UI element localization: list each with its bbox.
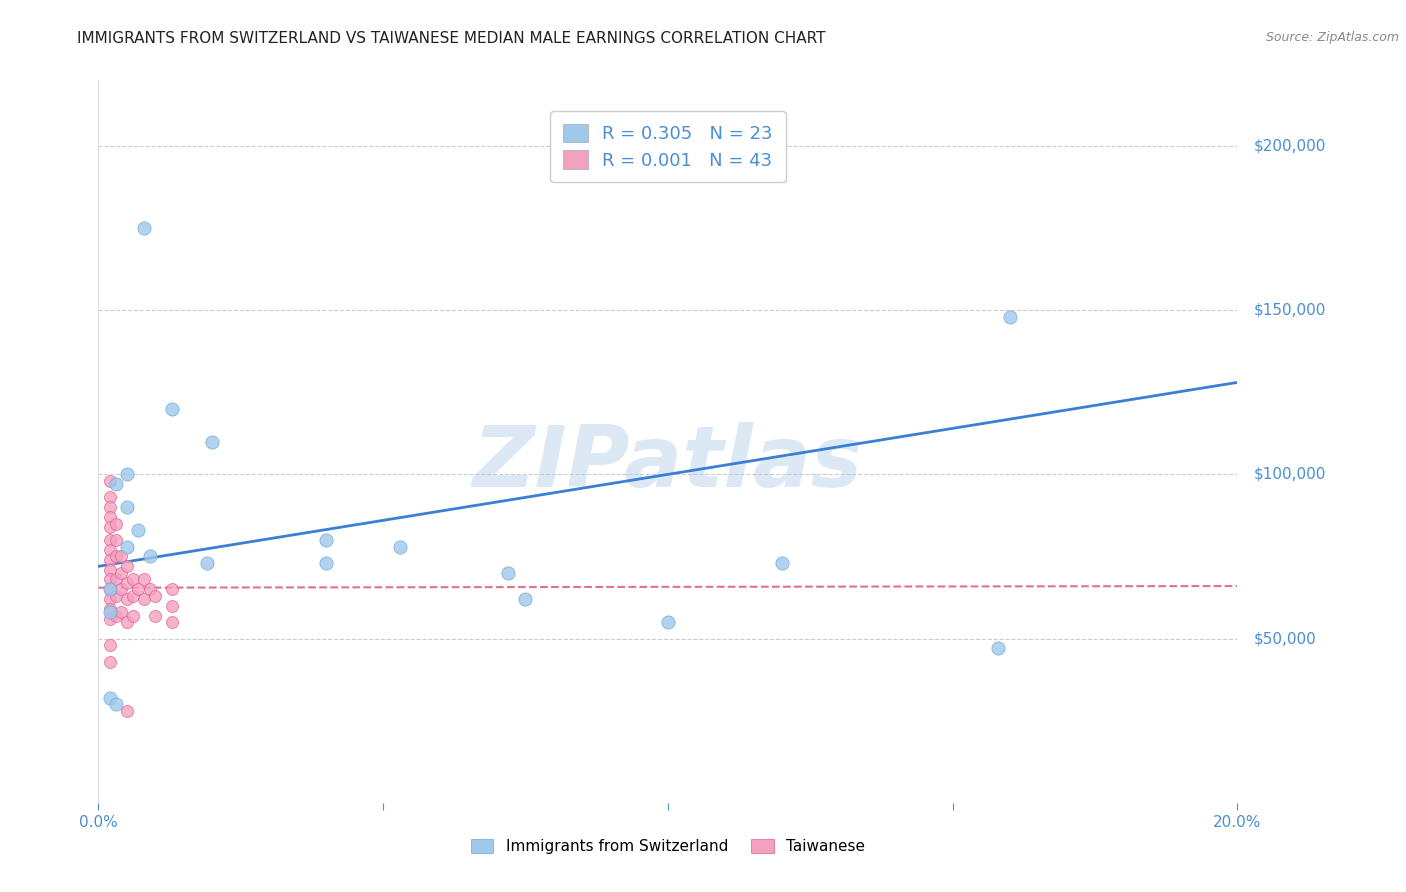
Point [115,704,138,718]
Point [121,573,143,587]
Point [315,556,337,570]
Point [127,582,149,597]
Point [121,608,143,623]
Point [98,582,121,597]
Point [98,491,121,505]
Point [121,589,143,603]
Point [104,549,127,564]
Point [98,474,121,488]
Point [162,582,184,597]
Point [138,549,160,564]
Text: Source: ZipAtlas.com: Source: ZipAtlas.com [1265,31,1399,45]
Point [138,582,160,597]
Point [98,573,121,587]
Point [145,608,167,623]
Text: $150,000: $150,000 [1254,302,1326,318]
Point [98,553,121,567]
Point [162,615,184,630]
Point [127,523,149,537]
Point [162,401,184,416]
Point [98,602,121,616]
Point [115,615,138,630]
Point [104,573,127,587]
Point [104,698,127,712]
Point [104,608,127,623]
Point [98,520,121,534]
Point [115,575,138,590]
Point [195,556,218,570]
Text: $50,000: $50,000 [1254,632,1316,646]
Point [104,589,127,603]
Text: ZIPatlas: ZIPatlas [472,422,863,505]
Point [162,599,184,613]
Point [110,549,132,564]
Point [98,563,121,577]
Point [132,573,155,587]
Point [515,592,537,607]
Point [98,638,121,652]
Point [132,592,155,607]
Point [315,533,337,547]
Point [110,566,132,580]
Text: IMMIGRANTS FROM SWITZERLAND VS TAIWANESE MEDIAN MALE EARNINGS CORRELATION CHART: IMMIGRANTS FROM SWITZERLAND VS TAIWANESE… [77,31,825,46]
Point [110,582,132,597]
Point [145,589,167,603]
Point [115,592,138,607]
Point [770,556,793,570]
Text: $100,000: $100,000 [1254,467,1326,482]
Point [389,540,412,554]
Point [115,467,138,482]
Point [98,582,121,597]
Point [115,559,138,574]
Point [132,221,155,235]
Point [657,615,679,630]
Point [98,605,121,619]
Point [98,690,121,705]
Point [104,477,127,491]
Legend: Immigrants from Switzerland, Taiwanese: Immigrants from Switzerland, Taiwanese [464,833,872,860]
Point [987,641,1010,656]
Point [110,605,132,619]
Point [98,655,121,669]
Point [98,592,121,607]
Point [98,500,121,515]
Point [104,516,127,531]
Point [98,533,121,547]
Point [98,612,121,626]
Point [104,533,127,547]
Point [498,566,520,580]
Point [98,510,121,524]
Point [98,542,121,557]
Point [201,434,224,449]
Point [998,310,1021,324]
Point [115,500,138,515]
Text: $200,000: $200,000 [1254,138,1326,153]
Point [115,540,138,554]
